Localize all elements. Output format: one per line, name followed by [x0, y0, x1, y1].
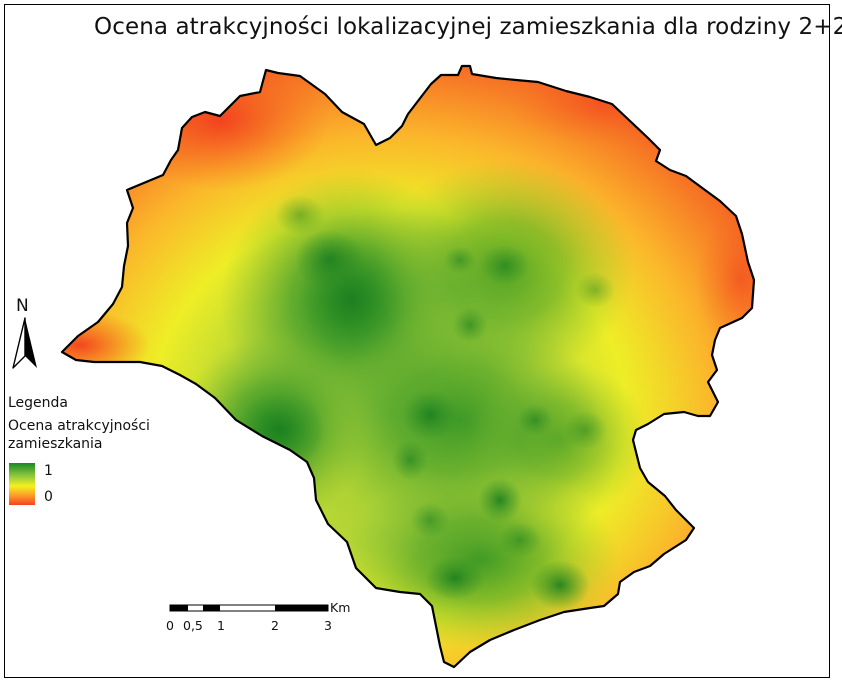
map-title: Ocena atrakcyjności lokalizacyjnej zamie… [94, 14, 842, 40]
scale-unit-label: Km [330, 600, 351, 615]
scale-tick-label: 3 [324, 618, 332, 633]
map-legend: Legenda Ocena atrakcyjności zamieszkania… [8, 395, 150, 505]
north-arrow: N [10, 296, 40, 372]
scale-bar-graphic [169, 604, 329, 612]
north-arrow-icon [12, 317, 37, 369]
legend-max-label: 1 [44, 463, 53, 479]
legend-color-ramp [9, 463, 35, 505]
scale-tick-label: 0,5 [183, 618, 203, 633]
legend-title: Legenda [8, 395, 69, 411]
scale-tick-label: 1 [217, 618, 225, 633]
north-label: N [16, 296, 29, 316]
legend-subtitle-line1: Ocena atrakcyjności [8, 418, 150, 434]
scale-bar: Km 0 0,5 1 2 3 [166, 600, 366, 640]
legend-min-label: 0 [44, 489, 53, 505]
scale-tick-label: 2 [271, 618, 279, 633]
legend-subtitle-line2: zamieszkania [8, 436, 103, 452]
scale-tick-label: 0 [166, 618, 174, 633]
